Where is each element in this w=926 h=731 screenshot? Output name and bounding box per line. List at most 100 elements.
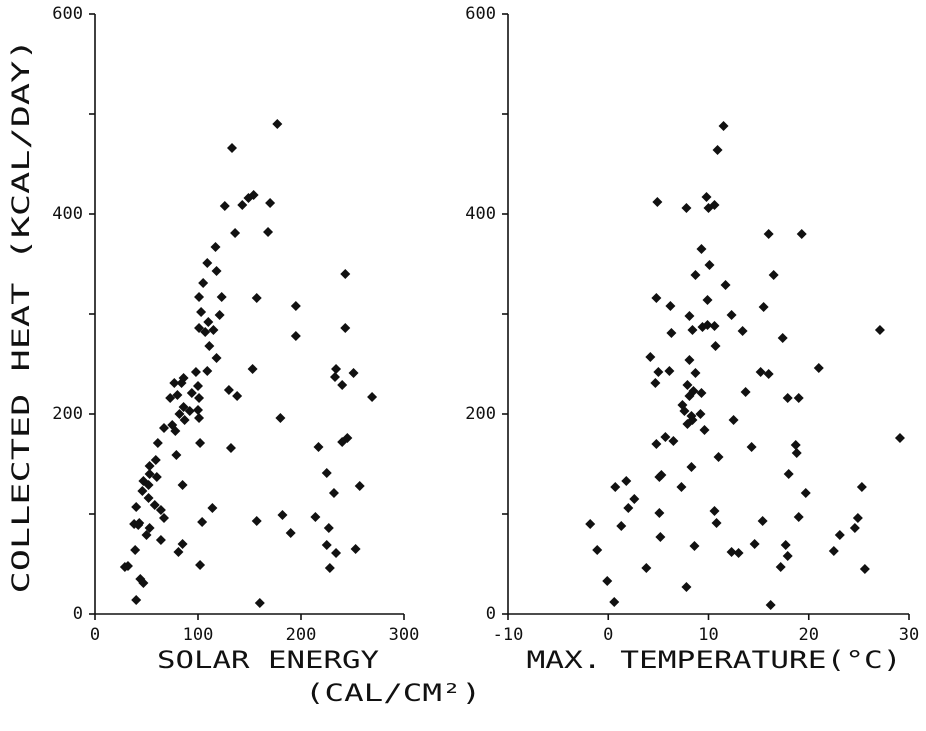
- point: [684, 355, 695, 365]
- point: [702, 295, 713, 305]
- x-tick-label: 300: [389, 625, 420, 645]
- point: [194, 393, 205, 403]
- point: [331, 364, 342, 374]
- point: [733, 548, 744, 558]
- point: [709, 506, 720, 516]
- point: [144, 469, 155, 479]
- point: [718, 121, 729, 131]
- point: [137, 486, 148, 496]
- point: [726, 310, 737, 320]
- point: [793, 393, 804, 403]
- point: [354, 481, 365, 491]
- x-tick-label: 10: [698, 625, 718, 645]
- point: [782, 393, 793, 403]
- point: [651, 293, 662, 303]
- point: [202, 258, 213, 268]
- point: [697, 322, 708, 332]
- point: [775, 562, 786, 572]
- point: [629, 494, 640, 504]
- point: [210, 242, 221, 252]
- x-tick-label: 20: [799, 625, 819, 645]
- point: [645, 352, 656, 362]
- point: [176, 378, 187, 388]
- point: [651, 439, 662, 449]
- point: [155, 505, 166, 515]
- point: [350, 544, 361, 554]
- point: [151, 472, 162, 482]
- point: [655, 532, 666, 542]
- point: [726, 547, 737, 557]
- y-tick-label: 200: [465, 404, 496, 424]
- point: [150, 455, 161, 465]
- point: [790, 440, 801, 450]
- point: [230, 228, 241, 238]
- y-tick-label: 0: [486, 604, 496, 624]
- point: [765, 600, 776, 610]
- point: [749, 539, 760, 549]
- point: [712, 145, 723, 155]
- point: [763, 369, 774, 379]
- point: [321, 468, 332, 478]
- point: [169, 378, 180, 388]
- point: [159, 513, 170, 523]
- point: [852, 513, 863, 523]
- point: [194, 292, 205, 302]
- point: [828, 546, 839, 556]
- point: [602, 576, 613, 586]
- point: [763, 229, 774, 239]
- x-axis-unit: (CAL/CM²): [305, 679, 481, 707]
- point: [665, 301, 676, 311]
- point: [149, 500, 160, 510]
- point: [313, 442, 324, 452]
- x-tick-label: 30: [899, 625, 919, 645]
- point: [193, 381, 203, 391]
- point: [131, 595, 142, 605]
- point: [155, 535, 166, 545]
- point: [856, 482, 867, 492]
- point: [740, 387, 751, 397]
- point: [329, 372, 340, 382]
- point: [310, 512, 321, 522]
- point: [321, 540, 332, 550]
- point: [219, 201, 230, 211]
- point: [609, 597, 620, 607]
- point: [251, 516, 262, 526]
- point: [237, 200, 248, 210]
- point: [186, 388, 197, 398]
- point: [800, 488, 811, 498]
- point: [254, 598, 265, 608]
- point: [348, 368, 359, 378]
- point: [275, 413, 286, 423]
- y-axis-label: COLLECTED HEAT (KCAL/DAY): [7, 39, 35, 594]
- point: [195, 438, 206, 448]
- point: [757, 516, 768, 526]
- point: [223, 385, 234, 395]
- point: [173, 547, 184, 557]
- point: [196, 307, 207, 317]
- point: [755, 367, 766, 377]
- point: [652, 197, 663, 207]
- point: [834, 530, 845, 540]
- point: [660, 432, 671, 442]
- point: [737, 326, 748, 336]
- point: [202, 366, 213, 376]
- point: [728, 415, 739, 425]
- point: [177, 480, 188, 490]
- x-tick-label: 100: [183, 625, 214, 645]
- point: [204, 341, 215, 351]
- point: [777, 333, 788, 343]
- point: [226, 143, 237, 153]
- point: [340, 323, 351, 333]
- point: [758, 302, 769, 312]
- point: [331, 548, 342, 558]
- point: [243, 193, 254, 203]
- point: [251, 293, 262, 303]
- point: [133, 520, 144, 530]
- point: [783, 469, 794, 479]
- point: [690, 368, 701, 378]
- point: [337, 437, 348, 447]
- point: [247, 364, 258, 374]
- y-tick-label: 600: [52, 4, 83, 24]
- point: [290, 301, 301, 311]
- point: [793, 512, 804, 522]
